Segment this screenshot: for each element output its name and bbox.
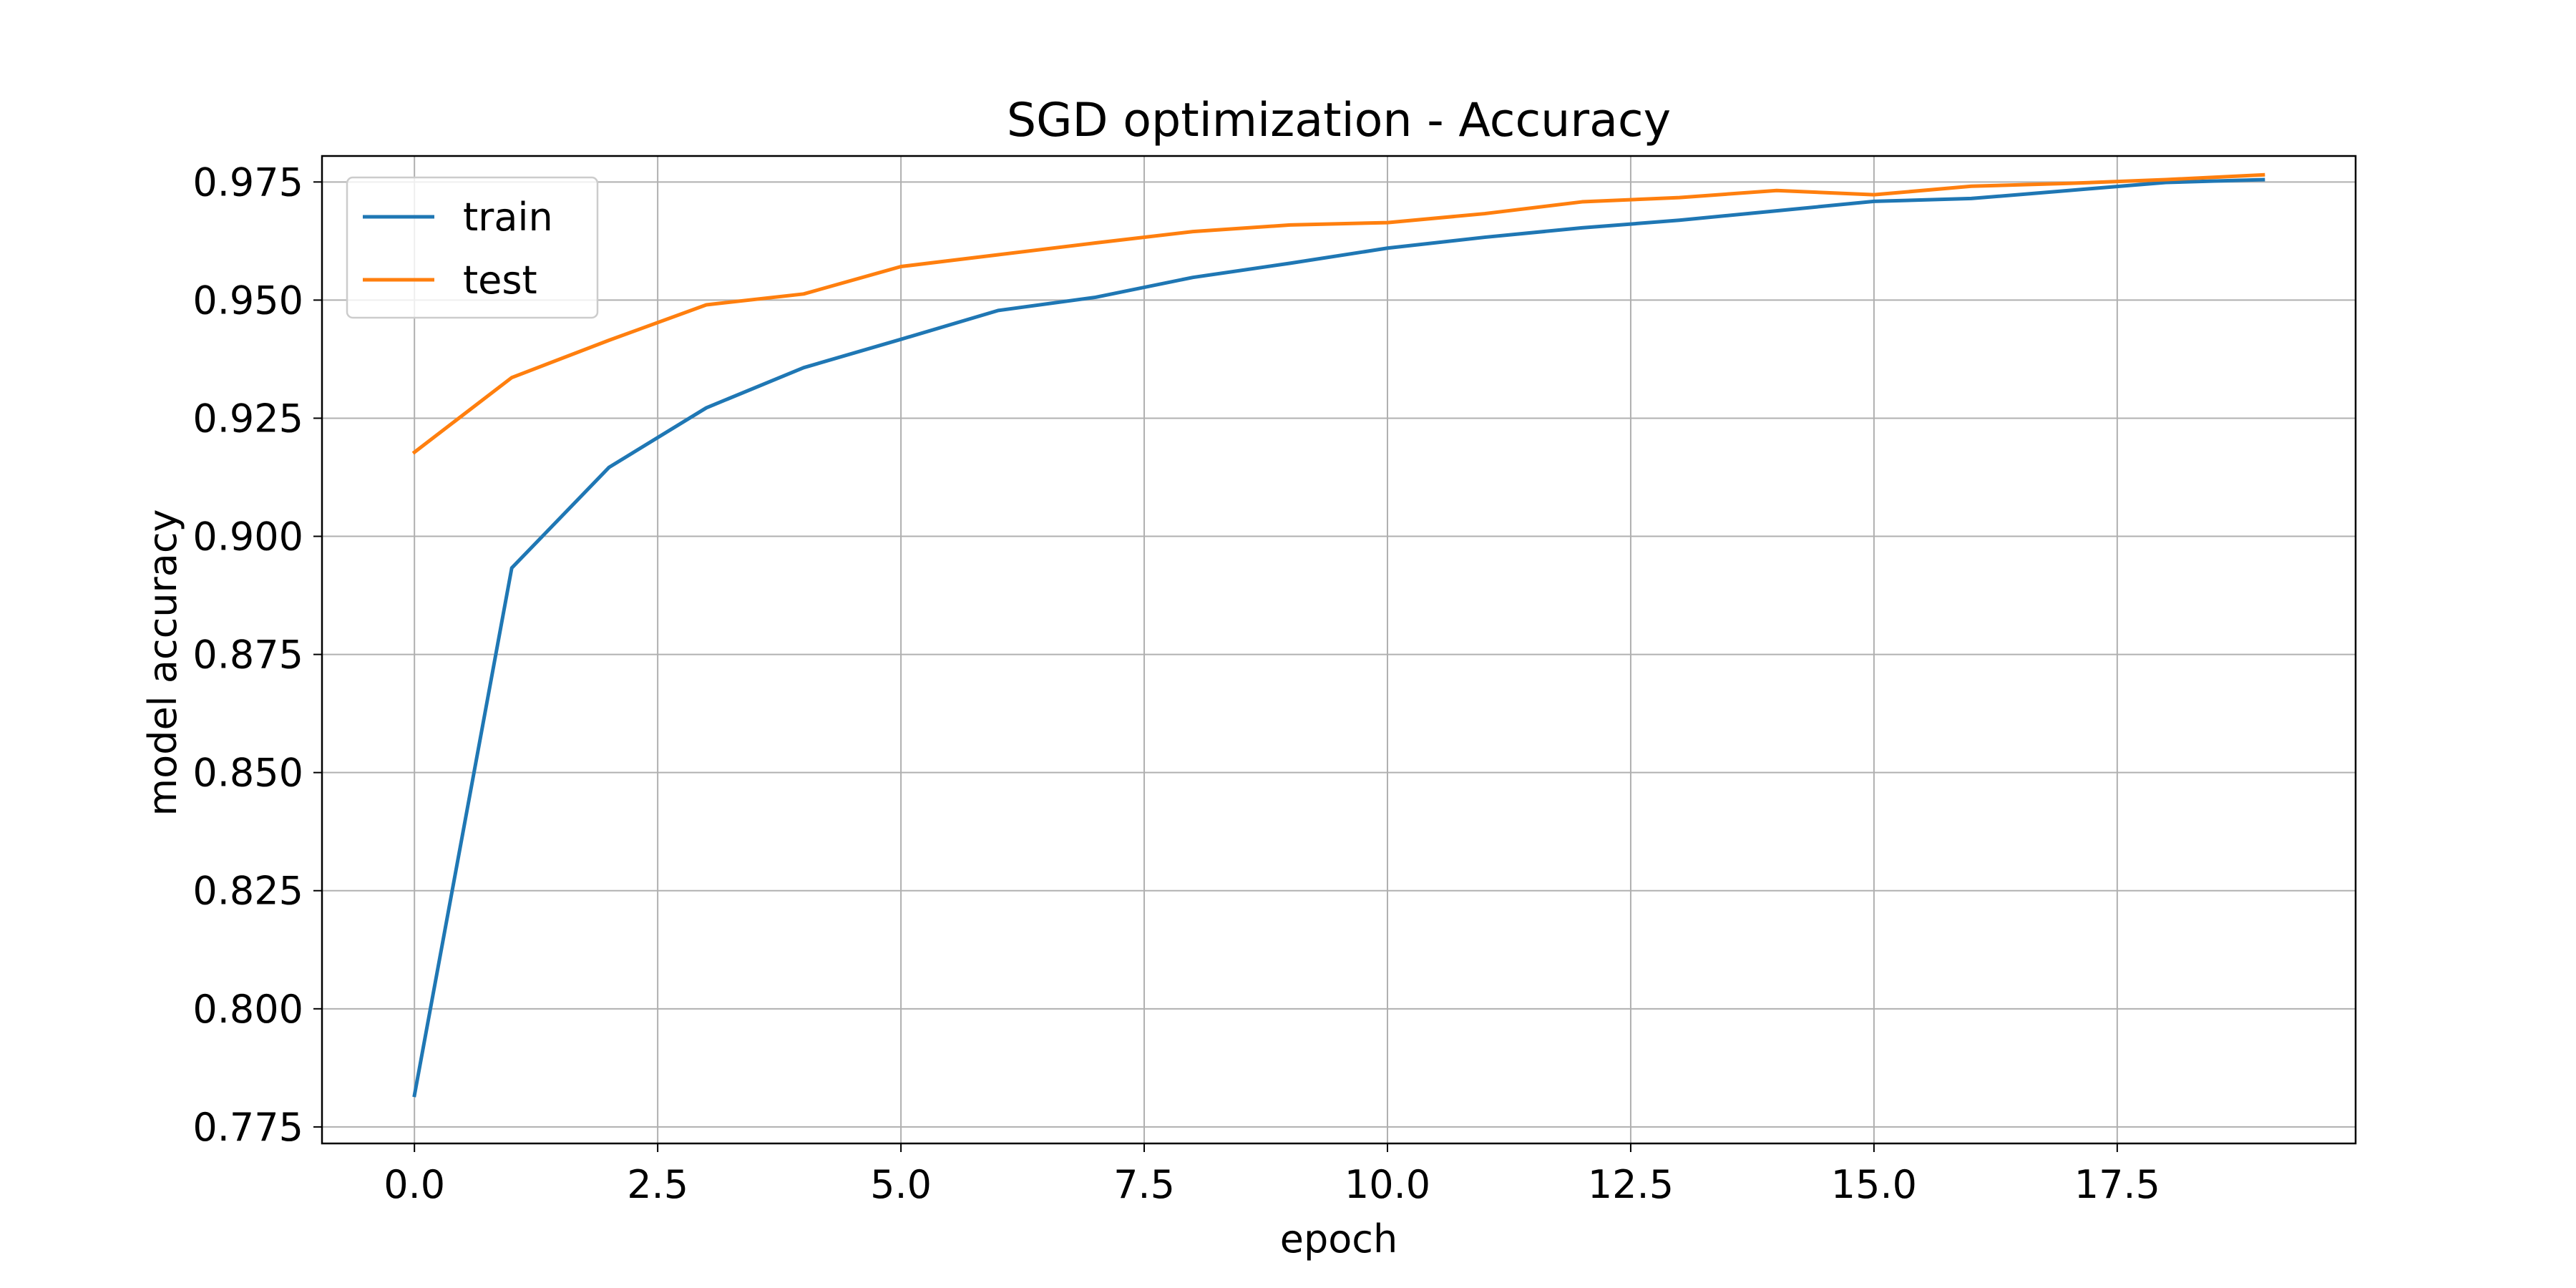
plot-frame [321, 155, 2357, 1145]
x-tick-label: 5.0 [870, 1162, 932, 1207]
y-tick-label: 0.975 [192, 160, 303, 205]
x-tick-label: 0.0 [384, 1162, 445, 1207]
y-tick-label: 0.950 [192, 278, 303, 323]
x-tick-label: 2.5 [627, 1162, 688, 1207]
series-line-train [412, 177, 2265, 1098]
chart-title: SGD optimization - Accuracy [1007, 94, 1671, 147]
x-tick-label: 10.0 [1345, 1162, 1430, 1207]
legend: train test [346, 176, 599, 319]
y-tick-label: 0.825 [192, 869, 303, 914]
x-tick-label: 17.5 [2074, 1162, 2160, 1207]
legend-label-test: test [463, 258, 537, 303]
x-tick-label: 12.5 [1588, 1162, 1674, 1207]
series-line-test [411, 172, 2265, 455]
axis-ticks: 0.0 2.5 5.0 7.5 10.0 12.5 15.0 17.5 0.775 0.800 0.… [192, 160, 2160, 1207]
gridlines [322, 156, 2356, 1143]
legend-label-train: train [463, 195, 553, 240]
y-axis-label: model accuracy [140, 509, 185, 816]
x-axis-label: epoch [1280, 1216, 1397, 1262]
x-tick-label: 15.0 [1831, 1162, 1917, 1207]
y-tick-label: 0.900 [192, 514, 303, 560]
y-tick-label: 0.775 [192, 1105, 303, 1150]
legend-box [346, 176, 599, 319]
y-tick-label: 0.925 [192, 396, 303, 441]
series-lines [411, 172, 2265, 1098]
x-tick-label: 7.5 [1113, 1162, 1175, 1207]
y-tick-label: 0.875 [192, 633, 303, 678]
y-tick-label: 0.850 [192, 751, 303, 796]
y-tick-label: 0.800 [192, 987, 303, 1032]
